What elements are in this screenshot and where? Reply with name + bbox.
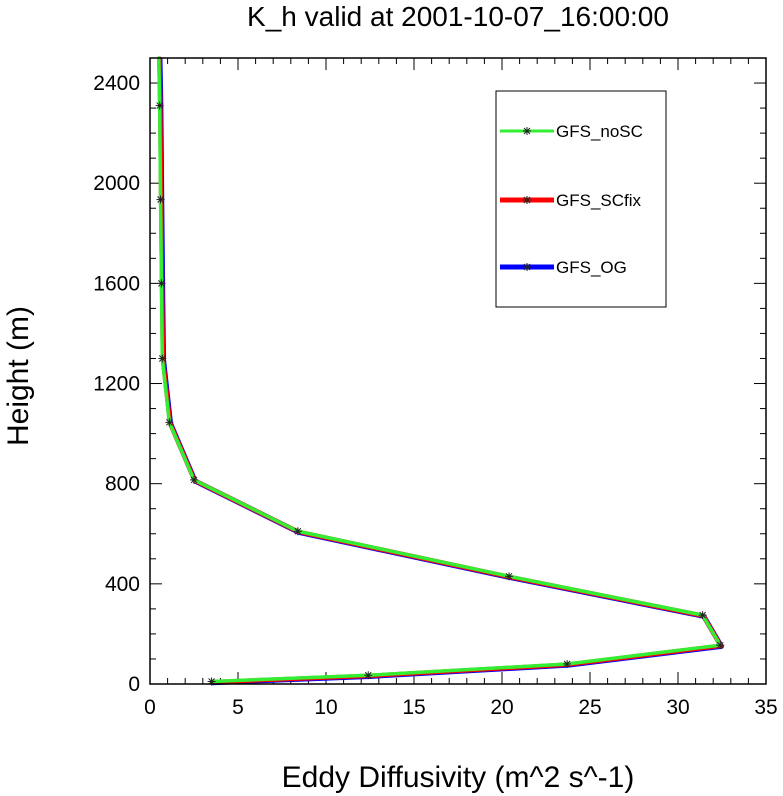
x-tick-label: 20 bbox=[490, 696, 513, 719]
series-line-gfs-nosc bbox=[157, 56, 722, 684]
data-point bbox=[364, 671, 373, 680]
legend-entry: GFS_noSC bbox=[500, 122, 643, 141]
x-tick-label: 25 bbox=[578, 696, 601, 719]
y-tick-label: 1200 bbox=[93, 373, 140, 396]
x-tick-label: 15 bbox=[402, 696, 425, 719]
x-tick-label: 10 bbox=[314, 696, 337, 719]
data-point bbox=[523, 196, 531, 204]
data-point bbox=[165, 418, 174, 427]
legend-label: GFS_OG bbox=[556, 258, 627, 277]
data-point bbox=[158, 354, 167, 363]
y-tick-label: 1600 bbox=[93, 272, 140, 295]
data-point bbox=[293, 527, 302, 536]
data-point bbox=[523, 127, 531, 135]
data-point bbox=[698, 611, 707, 620]
y-tick-label: 0 bbox=[128, 673, 140, 696]
y-axis-label: Height (m) bbox=[2, 306, 35, 446]
series-layer bbox=[155, 56, 725, 686]
data-point bbox=[157, 279, 166, 288]
y-tick-label: 400 bbox=[105, 573, 140, 596]
data-point bbox=[190, 475, 198, 484]
legend-entry: GFS_SCfix bbox=[500, 191, 642, 210]
x-tick-label: 30 bbox=[666, 696, 689, 719]
data-point bbox=[563, 659, 572, 668]
x-tick-label: 0 bbox=[144, 696, 156, 719]
axis-ticks: 0 5 10 15 20 25 30 35 0 400 800 1200 1600 2000 2400 bbox=[93, 57, 778, 719]
plot-frame bbox=[149, 57, 767, 685]
data-point bbox=[156, 195, 165, 204]
chart-title: K_h valid at 2001-10-07_16:00:00 bbox=[247, 1, 669, 32]
y-tick-label: 800 bbox=[105, 473, 140, 496]
x-axis-label: Eddy Diffusivity (m^2 s^-1) bbox=[282, 761, 635, 794]
data-point bbox=[716, 641, 725, 650]
x-tick-label: 35 bbox=[754, 696, 777, 719]
data-point bbox=[505, 572, 514, 581]
data-point bbox=[155, 101, 164, 110]
y-tick-label: 2000 bbox=[93, 172, 140, 195]
legend: GFS_noSC GFS_SCfix GFS_OG bbox=[495, 90, 667, 308]
legend-label: GFS_SCfix bbox=[556, 191, 642, 210]
x-tick-label: 5 bbox=[232, 696, 244, 719]
legend-entry: GFS_OG bbox=[500, 258, 627, 277]
legend-label: GFS_noSC bbox=[556, 122, 643, 141]
data-point bbox=[523, 263, 531, 271]
y-tick-label: 2400 bbox=[93, 72, 140, 95]
